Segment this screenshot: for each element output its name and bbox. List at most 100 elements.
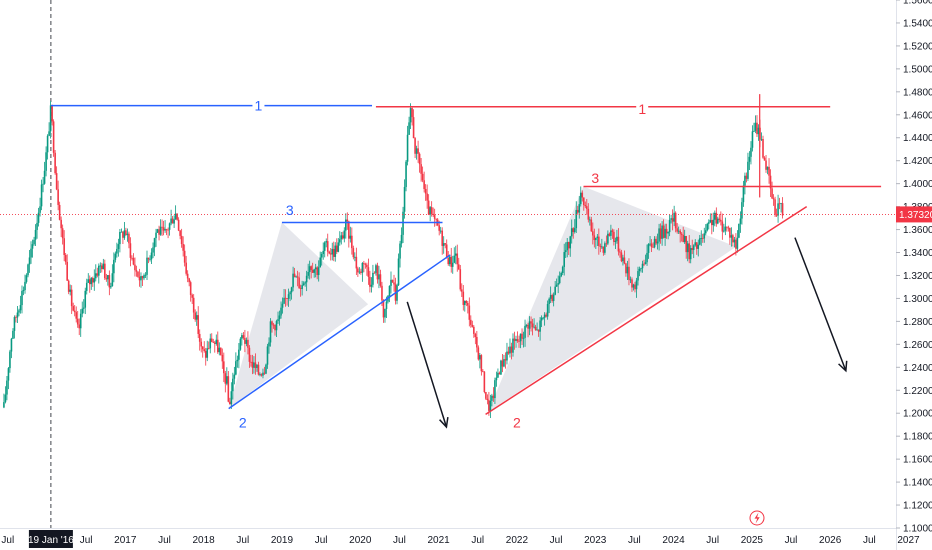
y-tick-label: 1.32000: [903, 271, 932, 282]
annotations[interactable]: 1 2 3 1 2 3: [0, 97, 896, 431]
candle-body: [488, 400, 490, 411]
candle-body: [575, 209, 578, 229]
candle-body: [266, 346, 269, 365]
wave-label-blue[interactable]: 1: [255, 98, 263, 114]
candle-body: [753, 130, 755, 132]
candle-body: [593, 235, 596, 241]
candle-body: [723, 230, 725, 232]
candle-body: [341, 235, 344, 239]
candle-body: [338, 239, 341, 243]
y-tick-label: 1.48000: [903, 87, 932, 98]
pattern-triangle[interactable]: [228, 222, 369, 409]
candle-body: [634, 284, 636, 290]
candle-body: [170, 218, 172, 224]
candle-body: [55, 173, 58, 190]
candle-body: [560, 272, 562, 277]
candle-body: [307, 271, 309, 276]
candle-body: [28, 257, 31, 265]
candle-body: [498, 372, 501, 375]
candle-body: [504, 359, 507, 361]
y-tick-label: 1.28000: [903, 317, 932, 328]
candle-body: [457, 264, 460, 270]
wave-label-blue[interactable]: 2: [239, 414, 247, 430]
wave-label-blue[interactable]: 3: [286, 202, 294, 218]
candle-body: [769, 175, 772, 189]
candle-body: [418, 153, 421, 165]
candle-body: [679, 230, 681, 234]
candle-body: [570, 228, 573, 237]
candle-body: [774, 199, 776, 215]
candle-body: [320, 253, 323, 258]
candle-body: [739, 218, 742, 224]
candle-body: [206, 348, 209, 358]
candle-body: [399, 243, 401, 259]
x-axis[interactable]: Jul Jul 2017 Jul 2018 Jul 2019 Jul 2020 Jul 2021 Ju…: [0, 528, 920, 549]
y-tick-label: 1.10000: [903, 524, 932, 535]
candle-body: [168, 223, 171, 230]
candle-body: [229, 401, 231, 405]
candle-body: [771, 188, 773, 199]
candle-body: [289, 292, 291, 295]
candle-body: [360, 271, 362, 273]
candle-body: [61, 228, 64, 239]
candle-body: [564, 250, 567, 253]
candle-body: [465, 300, 468, 304]
y-axis[interactable]: 1.10000 1.12000 1.14000 1.16000 1.18000 1.200…: [896, 0, 932, 550]
candle-body: [352, 248, 355, 258]
candle-body: [637, 271, 639, 281]
candle-body: [747, 161, 749, 179]
candle-body: [221, 354, 224, 362]
candle-body: [230, 391, 233, 405]
candle-body: [158, 229, 160, 235]
candle-body: [483, 371, 486, 393]
blue-trend-line[interactable]: [228, 254, 451, 410]
candle-body: [584, 205, 587, 207]
candle-body: [548, 298, 550, 305]
pattern-triangle[interactable]: [487, 186, 737, 413]
red-trend-line[interactable]: [485, 205, 808, 415]
candle-body: [293, 273, 296, 278]
candle-body: [290, 287, 293, 293]
candle-body: [182, 244, 184, 251]
candle-body: [48, 131, 50, 136]
candle-body: [33, 239, 35, 245]
candle-body: [215, 339, 218, 344]
candle-body: [345, 219, 347, 231]
wave-label-red[interactable]: 2: [513, 414, 521, 430]
candle-body: [99, 265, 102, 267]
y-tick-label: 1.54000: [903, 18, 932, 29]
candle-body: [283, 297, 285, 304]
candle-body: [183, 250, 186, 263]
price-candles: [3, 94, 784, 419]
candle-body: [197, 315, 200, 334]
candle-body: [470, 319, 472, 325]
candle-body: [709, 220, 712, 223]
candle-body: [375, 265, 377, 273]
candle-body: [313, 269, 315, 273]
candle-body: [778, 203, 781, 205]
down-arrow-line[interactable]: [794, 237, 847, 372]
wave-label-red[interactable]: 1: [638, 101, 646, 117]
candle-body: [191, 294, 193, 298]
wave-label-red[interactable]: 3: [591, 170, 599, 186]
candle-body: [271, 321, 273, 325]
down-arrow-line[interactable]: [406, 301, 448, 428]
candle-body: [82, 307, 85, 309]
candle-body: [635, 280, 638, 290]
lightning-icon[interactable]: [749, 510, 765, 526]
candle-body: [521, 333, 523, 339]
candle-body: [358, 271, 361, 273]
candle-body: [534, 326, 537, 331]
candle-body: [117, 244, 120, 249]
candle-body: [120, 231, 123, 233]
candle-body: [310, 266, 312, 270]
candle-body: [126, 233, 129, 235]
candle-body: [245, 339, 248, 344]
candle-body: [296, 276, 299, 278]
candle-body: [78, 324, 81, 329]
candle-body: [589, 219, 591, 221]
candle-body: [697, 244, 700, 249]
candle-body: [706, 223, 709, 231]
x-tick-label: 2019: [271, 535, 294, 546]
